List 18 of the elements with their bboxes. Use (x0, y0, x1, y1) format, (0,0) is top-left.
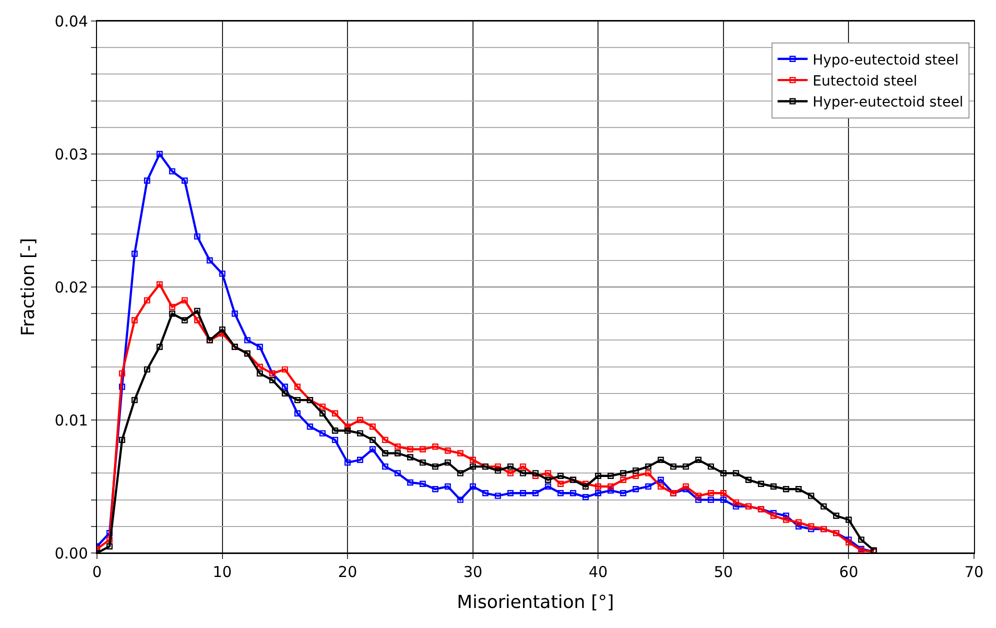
legend-label: Hyper-eutectoid steel (812, 94, 964, 111)
legend-label: Eutectoid steel (812, 74, 918, 90)
x-tick-label: 20 (338, 563, 358, 581)
x-tick-label: 10 (212, 563, 232, 581)
x-tick-label: 40 (588, 563, 608, 581)
x-axis-title: Misorientation [°] (456, 592, 614, 614)
y-tick-label: 0.00 (54, 544, 88, 562)
x-tick-label: 70 (964, 563, 984, 581)
y-tick-label: 0.04 (54, 12, 88, 30)
x-tick-label: 60 (839, 563, 858, 581)
legend-label: Hypo-eutectoid steel (812, 52, 959, 68)
y-tick-label: 0.03 (54, 145, 88, 164)
y-tick-label: 0.02 (54, 278, 88, 296)
x-tick-label: 30 (463, 563, 482, 581)
y-axis-title: Fraction [-] (18, 238, 39, 336)
y-tick-label: 0.01 (54, 411, 88, 430)
x-tick-label: 0 (92, 563, 102, 581)
x-tick-label: 50 (714, 563, 733, 581)
